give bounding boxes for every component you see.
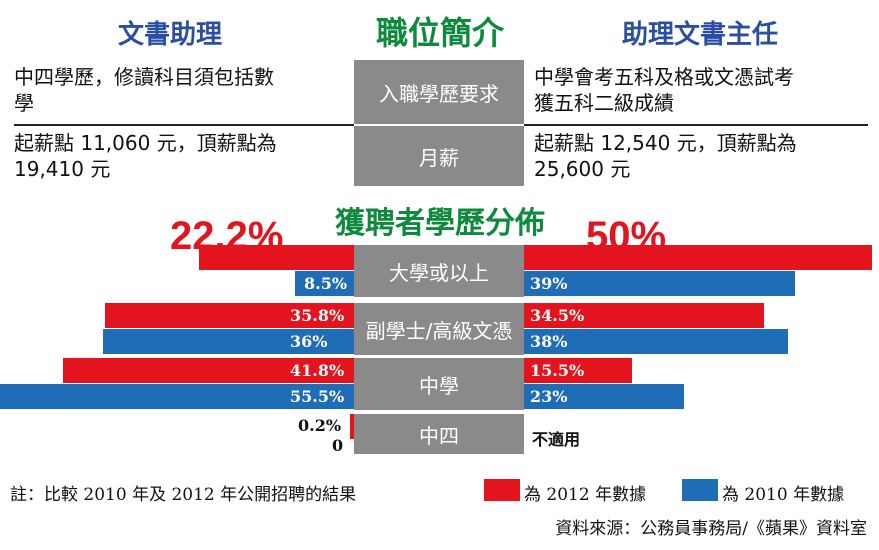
legend-swatch-2012 <box>484 479 520 501</box>
bar-2010-left-0 <box>294 271 354 296</box>
left-column-header: 文書助理 <box>118 20 223 50</box>
bar-2012-right-1 <box>524 303 765 328</box>
bar-2010-right-1 <box>524 329 789 354</box>
label-2012-left-0: 22.2% <box>170 214 284 258</box>
bar-2012-left-2 <box>63 358 354 383</box>
bar-chart: 大學或以上 22.2% 50% 8.5% 39% 副學士/高級文憑 35.8% 36% 34.5… <box>0 214 872 455</box>
label-2010-left-3: 0 <box>332 436 344 455</box>
row1-right-line2: 獲五科二級成績 <box>534 91 674 115</box>
label-2012-right-0: 50% <box>586 214 667 258</box>
row2-left-line2: 19,410 元 <box>14 157 111 181</box>
legend-label-2010: 為 2010 年數據 <box>722 485 845 505</box>
row1-left-line1: 中四學歷，修讀科目須包括數 <box>14 65 274 89</box>
row1-left-text: 中四學歷，修讀科目須包括數 學 <box>14 64 354 116</box>
row2-label: 月薪 <box>354 126 524 186</box>
label-2012-left-1: 35.8% <box>290 306 345 325</box>
row2-right-text: 起薪點 12,540 元，頂薪點為 25,600 元 <box>534 130 874 182</box>
label-2012-right-1: 34.5% <box>530 306 585 325</box>
label-2010-left-1: 36% <box>290 332 328 351</box>
category-label-1: 副學士/高級文憑 <box>354 303 524 355</box>
label-2012-right-2: 15.5% <box>530 361 585 380</box>
bar-2012-right-2 <box>524 358 632 383</box>
row2-right-line2: 25,600 元 <box>534 157 631 181</box>
divider-left <box>14 124 354 126</box>
label-2010-left-2: 55.5% <box>290 387 345 406</box>
row1-right-line1: 中學會考五科及格或文憑試考 <box>534 65 794 89</box>
bar-2010-left-2 <box>0 384 354 409</box>
bar-2010-right-0 <box>524 271 796 296</box>
footnote: 註：比較 2010 年及 2012 年公開招聘的結果 <box>10 485 357 505</box>
row1-label: 入職學歷要求 <box>354 60 524 124</box>
chart-title: 獲聘者學歷分佈 <box>335 206 545 241</box>
category-label-0: 大學或以上 <box>354 245 524 297</box>
label-2010-right-1: 38% <box>530 332 568 351</box>
page-title: 職位簡介 <box>375 14 504 52</box>
source-note: 資料來源：公務員事務局/《蘋果》資料室 <box>555 519 867 539</box>
category-label-2: 中學 <box>354 358 524 410</box>
label-2010-right-0: 39% <box>530 274 568 293</box>
bar-2012-left-0 <box>199 245 354 270</box>
label-2012-left-2: 41.8% <box>290 361 345 380</box>
label-2010-right-2: 23% <box>530 387 568 406</box>
legend-swatch-2010 <box>682 479 718 501</box>
bar-2012-left-3 <box>350 414 354 439</box>
row2-right-line1: 起薪點 12,540 元，頂薪點為 <box>534 131 797 155</box>
bar-2012-left-1 <box>104 303 354 328</box>
label-2012-left-3: 0.2% <box>298 416 342 435</box>
row1-right-text: 中學會考五科及格或文憑試考 獲五科二級成績 <box>534 64 874 116</box>
right-column-header: 助理文書主任 <box>622 20 779 50</box>
row2-left-text: 起薪點 11,060 元，頂薪點為 19,410 元 <box>14 130 354 182</box>
label-2012-right-3: 不適用 <box>532 430 581 449</box>
row2-left-line1: 起薪點 11,060 元，頂薪點為 <box>14 131 277 155</box>
divider-right <box>524 124 868 126</box>
category-label-3: 中四 <box>354 414 524 454</box>
row1-left-line2: 學 <box>14 91 34 115</box>
legend-label-2012: 為 2012 年數據 <box>524 485 647 505</box>
bar-2012-right-0 <box>524 245 872 270</box>
bar-2010-right-2 <box>524 384 685 409</box>
bar-2010-left-1 <box>103 329 354 354</box>
label-2010-left-0: 8.5% <box>304 274 348 293</box>
